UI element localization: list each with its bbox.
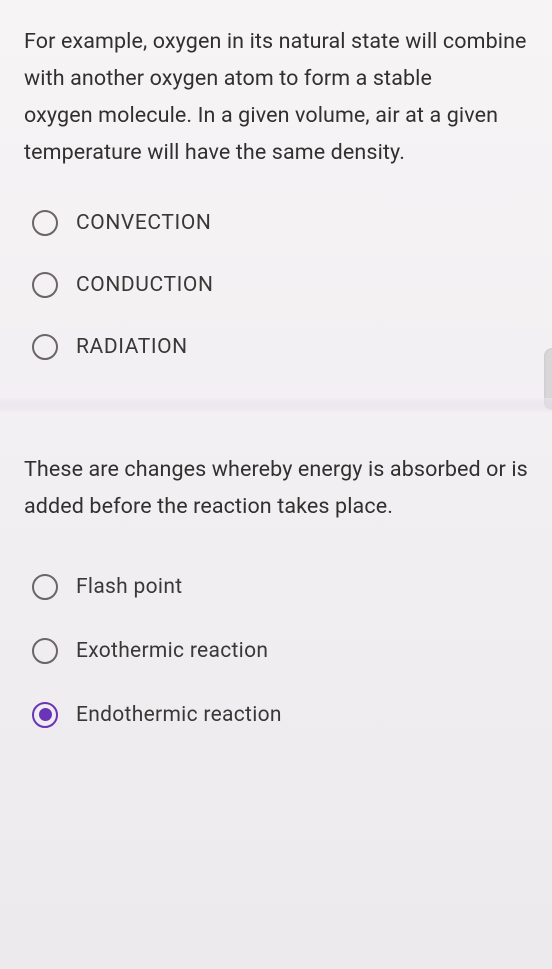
radio-icon-selected — [32, 702, 58, 728]
option-flash-point[interactable]: Flash point — [24, 570, 528, 604]
option-label: Endothermic reaction — [76, 703, 282, 727]
option-label: Flash point — [76, 575, 182, 599]
option-label: CONVECTION — [76, 211, 211, 235]
option-label: CONDUCTION — [76, 273, 214, 297]
section-divider — [0, 398, 552, 412]
question-text-1: For example, oxygen in its natural state… — [24, 24, 528, 172]
radio-icon — [32, 574, 58, 600]
radio-icon — [32, 272, 58, 298]
option-conduction[interactable]: CONDUCTION — [24, 268, 528, 302]
radio-icon — [32, 210, 58, 236]
option-radiation[interactable]: RADIATION — [24, 330, 528, 364]
question-2-options: Flash point Exothermic reaction Endother… — [24, 570, 528, 732]
radio-icon — [32, 334, 58, 360]
question-1-options: CONVECTION CONDUCTION RADIATION — [24, 206, 528, 364]
option-label: Exothermic reaction — [76, 639, 268, 663]
question-block-1: For example, oxygen in its natural state… — [0, 0, 552, 392]
radio-icon — [32, 638, 58, 664]
option-convection[interactable]: CONVECTION — [24, 206, 528, 240]
option-exothermic-reaction[interactable]: Exothermic reaction — [24, 634, 528, 668]
option-endothermic-reaction[interactable]: Endothermic reaction — [24, 698, 528, 732]
question-text-2: These are changes whereby energy is abso… — [24, 452, 528, 526]
question-block-2: These are changes whereby energy is abso… — [0, 412, 552, 732]
option-label: RADIATION — [76, 335, 188, 359]
form-page: For example, oxygen in its natural state… — [0, 0, 552, 969]
